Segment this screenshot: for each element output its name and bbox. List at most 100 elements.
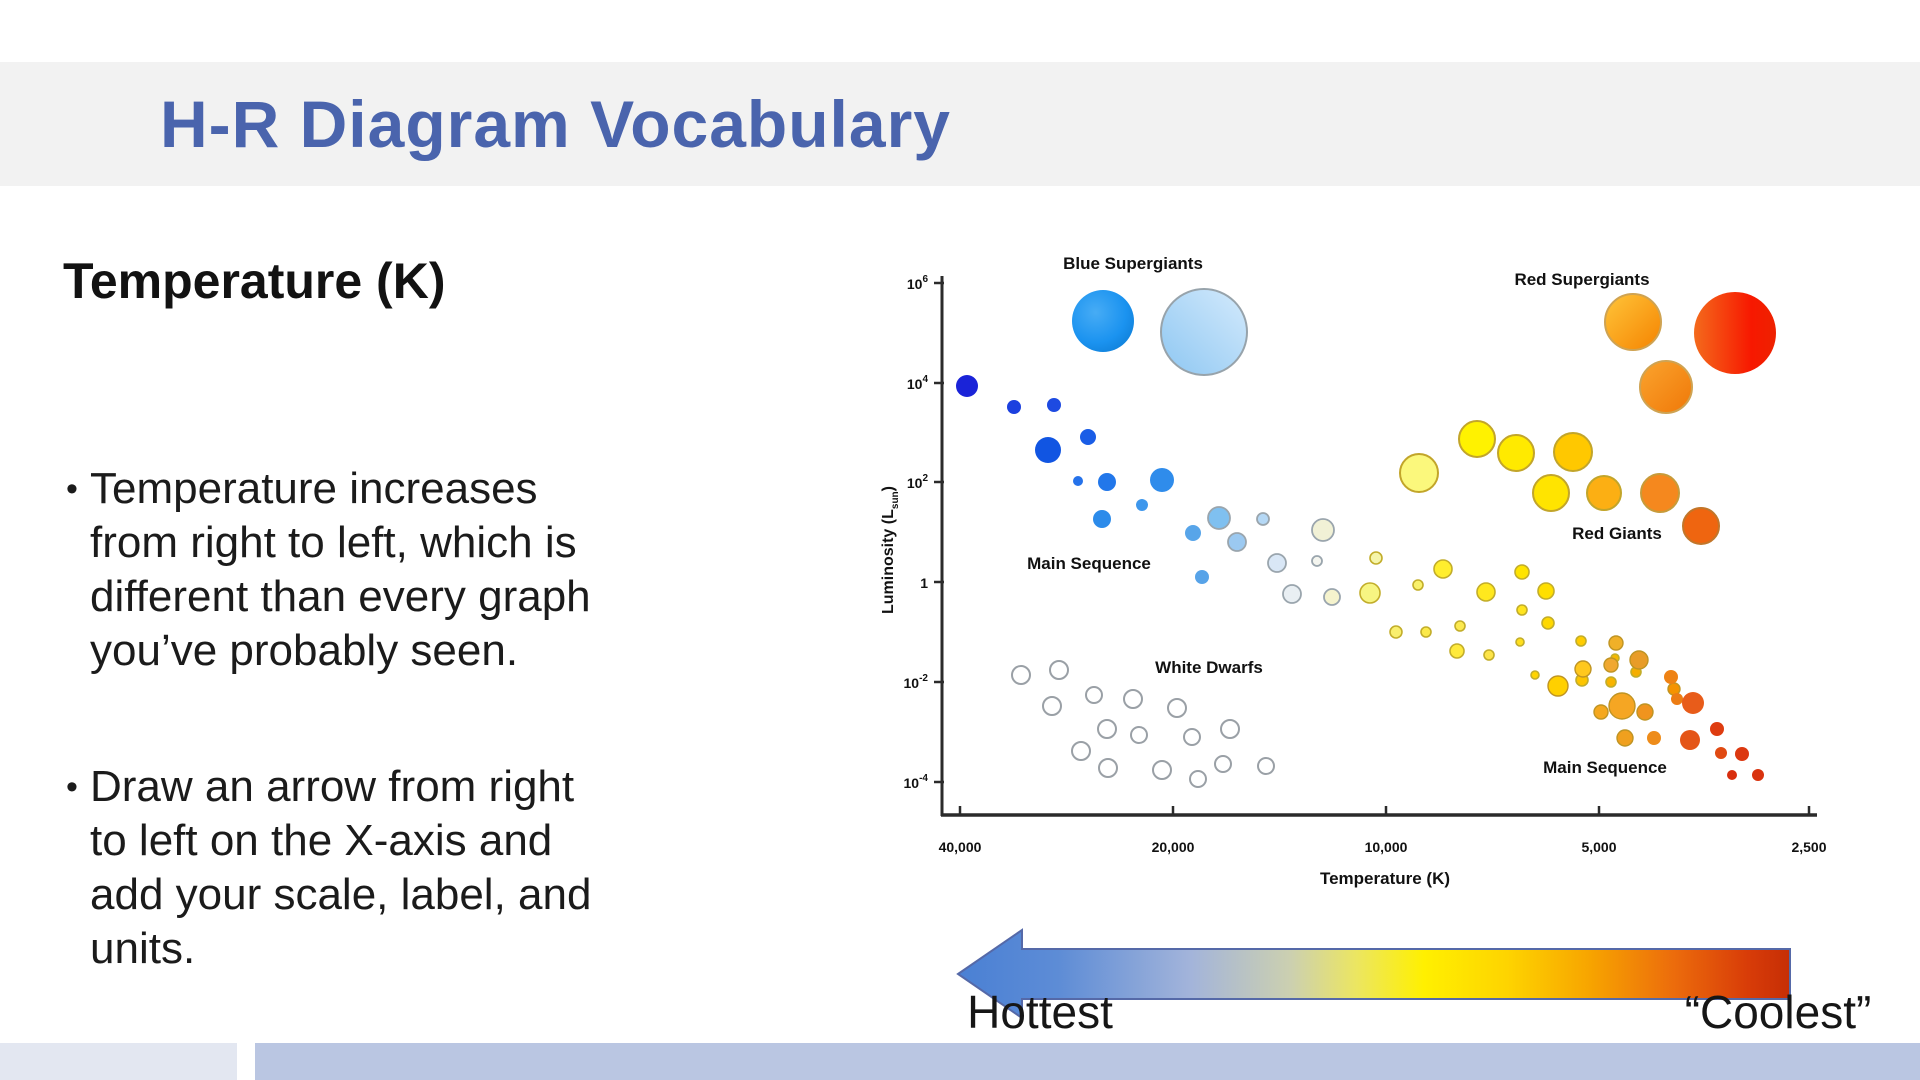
red-giant-branch-star xyxy=(1458,420,1496,458)
y-tick-1: 1 xyxy=(920,575,928,591)
main-sequence-mid-pale-star xyxy=(1311,518,1335,542)
red-supergiant-red xyxy=(1694,292,1776,374)
white-dwarfs-star xyxy=(1167,698,1187,718)
main-sequence-lower-orange-star xyxy=(1682,692,1704,714)
main-sequence-lower-orange-star xyxy=(1608,692,1636,720)
x-tick-2500: 2,500 xyxy=(1791,839,1826,855)
main-sequence-mid-yellow-star xyxy=(1575,635,1587,647)
main-sequence-mid-pale-star xyxy=(1323,588,1341,606)
main-sequence-mid-pale-star xyxy=(1311,555,1323,567)
main-sequence-lower-orange-star xyxy=(1608,635,1624,651)
main-sequence-upper-blue-star xyxy=(1035,437,1061,463)
white-dwarfs-star xyxy=(1214,755,1232,773)
main-sequence-mid-yellow-star xyxy=(1420,626,1432,638)
main-sequence-mid-yellow-star xyxy=(1530,670,1540,680)
main-sequence-mid-pale-star xyxy=(1282,584,1302,604)
x-tick-10000: 10,000 xyxy=(1365,839,1408,855)
main-sequence-mid-yellow-star xyxy=(1454,620,1466,632)
white-dwarfs-star xyxy=(1152,760,1172,780)
main-sequence-lower-orange-star xyxy=(1547,675,1569,697)
bullet-2-line-2: to left on the X-axis and xyxy=(90,816,553,865)
red-giant-branch-star xyxy=(1399,453,1439,493)
main-sequence-mid-pale-star xyxy=(1256,512,1270,526)
main-sequence-mid-yellow-star xyxy=(1449,643,1465,659)
bullet-1-text: Temperature increases from right to left… xyxy=(90,462,591,678)
white-dwarfs-star xyxy=(1130,726,1148,744)
main-sequence-upper-blue-star xyxy=(1047,398,1061,412)
label-main-sequence-right: Main Sequence xyxy=(1543,758,1667,777)
main-sequence-upper-blue-star xyxy=(1093,510,1111,528)
main-sequence-lower-orange-star xyxy=(1727,770,1737,780)
white-dwarfs-star xyxy=(1183,728,1201,746)
red-giant-branch-star xyxy=(1532,474,1570,512)
red-giant-branch-star xyxy=(1682,507,1720,545)
bullet-1-line-4: you’ve probably seen. xyxy=(90,626,519,675)
main-sequence-mid-yellow-star xyxy=(1516,604,1528,616)
y-tick-1e-2: 10-2 xyxy=(904,673,929,691)
main-sequence-upper-blue-star xyxy=(1136,499,1148,511)
white-dwarfs-star xyxy=(1042,696,1062,716)
red-giant-branch-star xyxy=(1586,475,1622,511)
white-dwarfs-star xyxy=(1071,741,1091,761)
main-sequence-mid-pale-star xyxy=(1267,553,1287,573)
bullet-2-text: Draw an arrow from right to left on the … xyxy=(90,760,591,976)
main-sequence-lower-orange-star xyxy=(1647,731,1661,745)
x-axis-title: Temperature (K) xyxy=(1320,869,1450,888)
bullet-2-line-4: units. xyxy=(90,924,196,973)
white-dwarfs-star xyxy=(1049,660,1069,680)
main-sequence-mid-yellow-star xyxy=(1605,676,1617,688)
white-dwarfs-star xyxy=(1011,665,1031,685)
x-tick-40000: 40,000 xyxy=(939,839,982,855)
white-dwarfs-star xyxy=(1098,758,1118,778)
red-giant-branch-star xyxy=(1553,432,1593,472)
y-tick-1e2: 102 xyxy=(907,473,929,491)
red-giant-branch-star xyxy=(1640,473,1680,513)
main-sequence-upper-blue-star xyxy=(1098,473,1116,491)
x-tick-20000: 20,000 xyxy=(1152,839,1195,855)
main-sequence-mid-yellow-star xyxy=(1537,582,1555,600)
bullet-1-line-2: from right to left, which is xyxy=(90,518,577,567)
red-giant-branch-star xyxy=(1497,434,1535,472)
red-supergiant-orange-2 xyxy=(1639,360,1693,414)
x-axis-ticks xyxy=(958,806,1811,816)
main-sequence-lower-orange-star xyxy=(1715,747,1727,759)
white-dwarfs-star xyxy=(1220,719,1240,739)
page-title: H-R Diagram Vocabulary xyxy=(160,87,951,161)
x-tick-5000: 5,000 xyxy=(1581,839,1616,855)
blue-supergiant-large xyxy=(1072,290,1134,352)
bullet-2-line-3: add your scale, label, and xyxy=(90,870,592,919)
bullet-item-1: • Temperature increases from right to le… xyxy=(66,462,591,678)
main-sequence-lower-orange-star xyxy=(1680,730,1700,750)
main-sequence-upper-blue-star xyxy=(1007,400,1021,414)
label-red-supergiants: Red Supergiants xyxy=(1514,270,1649,289)
white-dwarfs-star xyxy=(1123,689,1143,709)
coolest-label: “Coolest” xyxy=(1685,986,1872,1038)
main-sequence-lower-orange-star xyxy=(1616,729,1634,747)
bullet-2-line-1: Draw an arrow from right xyxy=(90,762,575,811)
bullet-marker: • xyxy=(66,768,78,806)
temperature-gradient-arrow-icon xyxy=(956,928,1791,1020)
main-sequence-mid-yellow-star xyxy=(1412,579,1424,591)
main-sequence-lower-orange-star xyxy=(1664,670,1678,684)
bullet-marker: • xyxy=(66,470,78,508)
main-sequence-mid-yellow-star xyxy=(1515,637,1525,647)
main-sequence-lower-orange-star xyxy=(1574,660,1592,678)
main-sequence-lower-orange-star xyxy=(1735,747,1749,761)
section-heading-temperature: Temperature (K) xyxy=(63,253,446,309)
main-sequence-lower-orange-star xyxy=(1671,693,1683,705)
white-dwarfs-star xyxy=(1097,719,1117,739)
y-tick-1e6: 106 xyxy=(907,274,929,292)
white-dwarfs-star xyxy=(1189,770,1207,788)
label-white-dwarfs: White Dwarfs xyxy=(1155,658,1263,677)
main-sequence-lower-orange-star xyxy=(1593,704,1609,720)
main-sequence-lower-orange-star xyxy=(1710,722,1724,736)
main-sequence-mid-yellow-star xyxy=(1359,582,1381,604)
y-axis-title: Luminosity (Lsun) xyxy=(880,486,901,614)
main-sequence-mid-yellow-star xyxy=(1369,551,1383,565)
y-axis-ticks xyxy=(934,281,944,784)
main-sequence-upper-blue-star xyxy=(956,375,978,397)
main-sequence-upper-blue-star xyxy=(1150,468,1174,492)
main-sequence-mid-yellow-star xyxy=(1476,582,1496,602)
main-sequence-upper-blue-star xyxy=(1080,429,1096,445)
